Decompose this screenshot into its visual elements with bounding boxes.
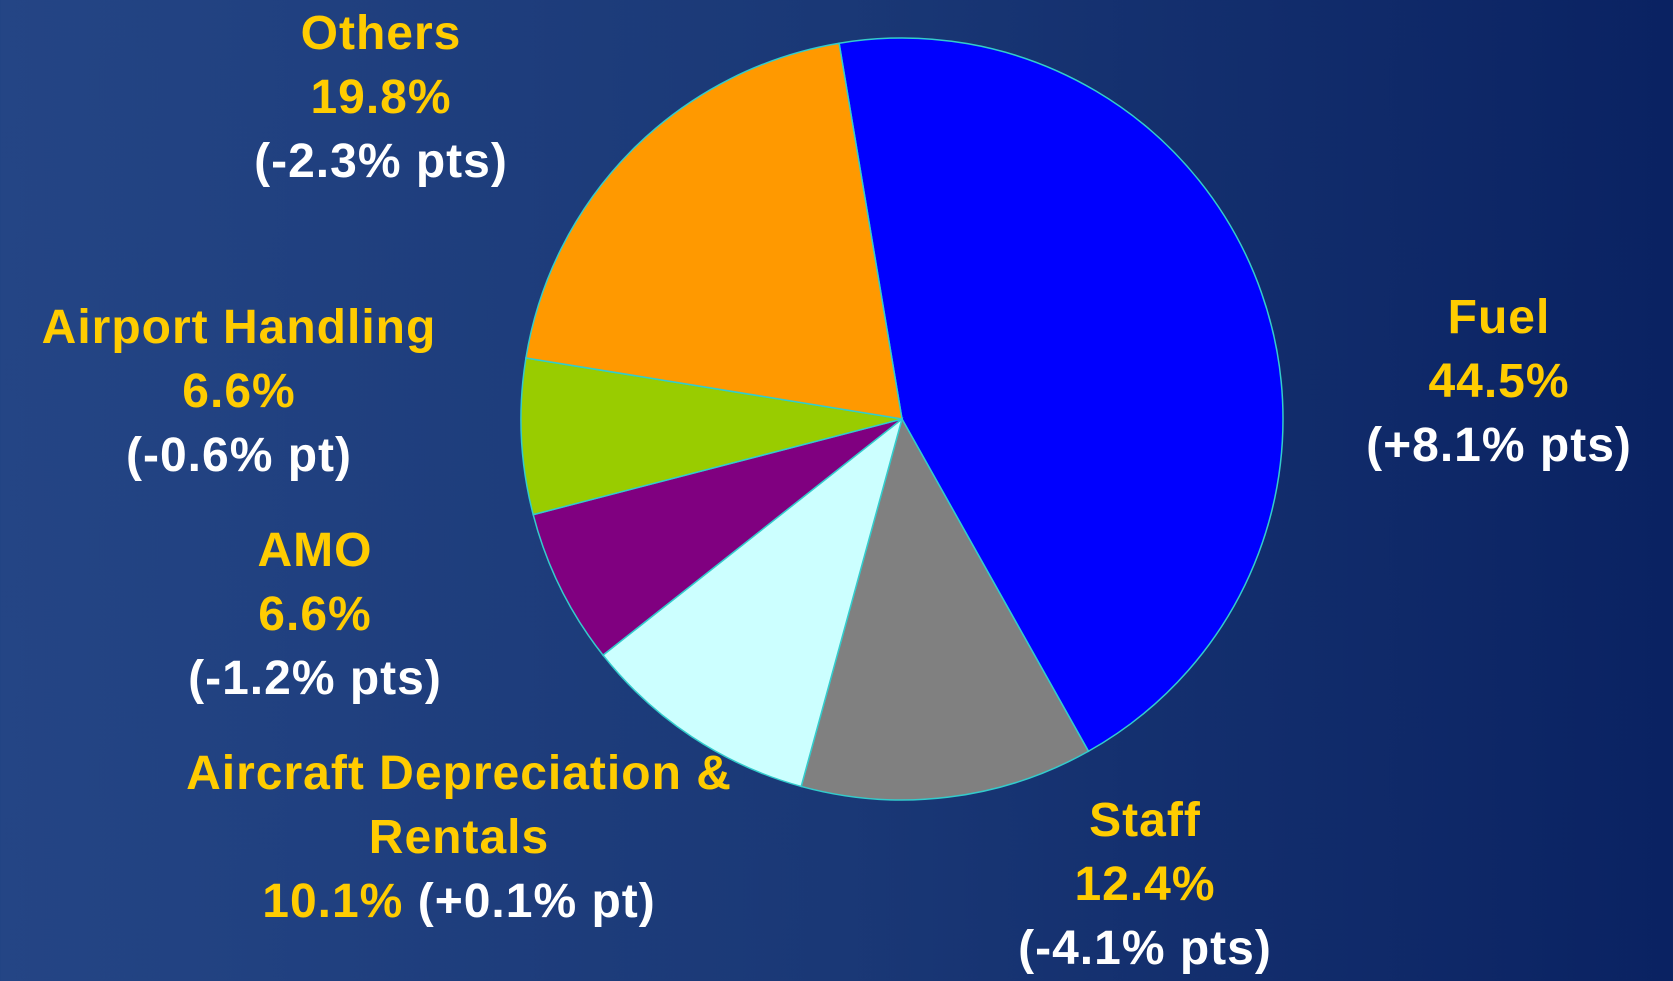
category-label: Airport Handling [41, 301, 437, 354]
change-label: (+8.1% pts) [1366, 419, 1632, 472]
slice-label: Airport Handling 6.6% (-0.6% pt) [4, 296, 474, 488]
pie-slice [601, 416, 904, 788]
pie-slice [520, 357, 903, 516]
slice-label: Fuel 44.5% (+8.1% pts) [1199, 286, 1673, 478]
value-label: 10.1% [262, 875, 404, 928]
category-label: Staff [1089, 794, 1201, 847]
change-label: (-4.1% pts) [1018, 922, 1272, 975]
value-label: 19.8% [310, 71, 452, 124]
pie-slice [525, 42, 903, 420]
category-label: Fuel [1447, 291, 1551, 344]
change-label: (-2.3% pts) [254, 135, 508, 188]
category-label: AMO [257, 524, 373, 577]
value-label: 12.4% [1074, 858, 1216, 911]
pie-slice [532, 418, 903, 657]
value-label: 6.6% [258, 588, 372, 641]
change-label: (-0.6% pt) [126, 429, 352, 482]
slice-label: Others 19.8% (-2.3% pts) [81, 2, 681, 194]
category-label: Others [300, 7, 462, 60]
change-label: (-1.2% pts) [188, 652, 442, 705]
slice-label: Aircraft Depreciation & Rentals 10.1% (+0… [114, 742, 804, 934]
pie-slice [800, 417, 1090, 801]
pie-slice [838, 37, 1284, 753]
category-label: Aircraft Depreciation & Rentals [186, 747, 732, 864]
label-line: 10.1% (+0.1% pt) [114, 870, 804, 934]
slice-label: AMO 6.6% (-1.2% pts) [15, 519, 615, 711]
value-label: 44.5% [1428, 355, 1570, 408]
value-label: 6.6% [182, 365, 296, 418]
change-label: (+0.1% pt) [417, 875, 656, 928]
slice-label: Staff 12.4% (-4.1% pts) [845, 789, 1445, 981]
